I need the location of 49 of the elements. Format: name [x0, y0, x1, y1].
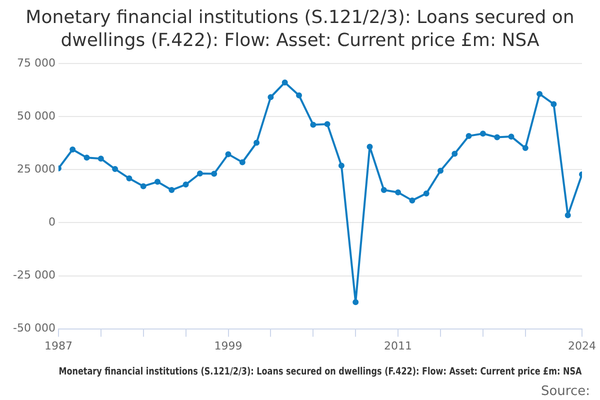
y-tick-label: 25 000: [16, 162, 56, 176]
y-tick-label: -50 000: [12, 322, 56, 335]
point: [536, 90, 543, 97]
point: [268, 94, 274, 100]
point: [140, 183, 146, 190]
point: [211, 170, 218, 177]
point: [380, 187, 387, 194]
point: [466, 132, 472, 139]
point: [494, 134, 500, 140]
point: [508, 134, 514, 140]
point: [310, 122, 316, 128]
chart-title: Monetary financial institutions (S.121/2/3): Loans secured on dwellings (F.422): Flow: Asset: Current price £m: NSA: [24, 6, 576, 53]
point: [324, 121, 330, 128]
point: [98, 156, 104, 162]
point: [395, 189, 402, 196]
point: [225, 151, 232, 158]
point: [254, 140, 260, 146]
y-tick-label: -25 000: [12, 268, 56, 282]
point: [480, 130, 486, 137]
point: [338, 162, 344, 169]
x-axis-title: Monetary financial institutions (S.121/2/3): Loans secured on dwellings (F.422): Flow: Asset: Current price £m: NSA: [58, 366, 582, 378]
point: [352, 299, 359, 306]
point: [70, 146, 76, 153]
point: [182, 182, 189, 188]
point: [196, 170, 203, 176]
point: [423, 190, 430, 196]
x-tick-label: 1999: [214, 339, 242, 352]
point: [366, 144, 373, 150]
point: [126, 175, 132, 182]
point: [282, 79, 288, 86]
point: [112, 166, 118, 172]
point: [522, 145, 528, 152]
x-tick-label: 1987: [44, 339, 72, 352]
point: [168, 187, 175, 194]
point: [452, 150, 458, 157]
point: [564, 212, 571, 218]
y-tick-label: 0: [48, 216, 56, 229]
x-tick-label: 2024: [568, 339, 596, 352]
y-tick-label: 50 000: [16, 110, 56, 122]
y-tick-label: 75 000: [16, 56, 56, 70]
source-note: Source:: [540, 384, 590, 399]
point: [239, 159, 246, 166]
point: [154, 178, 161, 185]
point: [84, 154, 90, 161]
point: [438, 168, 444, 174]
x-tick-label: 2011: [384, 339, 412, 352]
point: [296, 92, 302, 98]
point: [550, 101, 557, 108]
point: [409, 197, 416, 204]
